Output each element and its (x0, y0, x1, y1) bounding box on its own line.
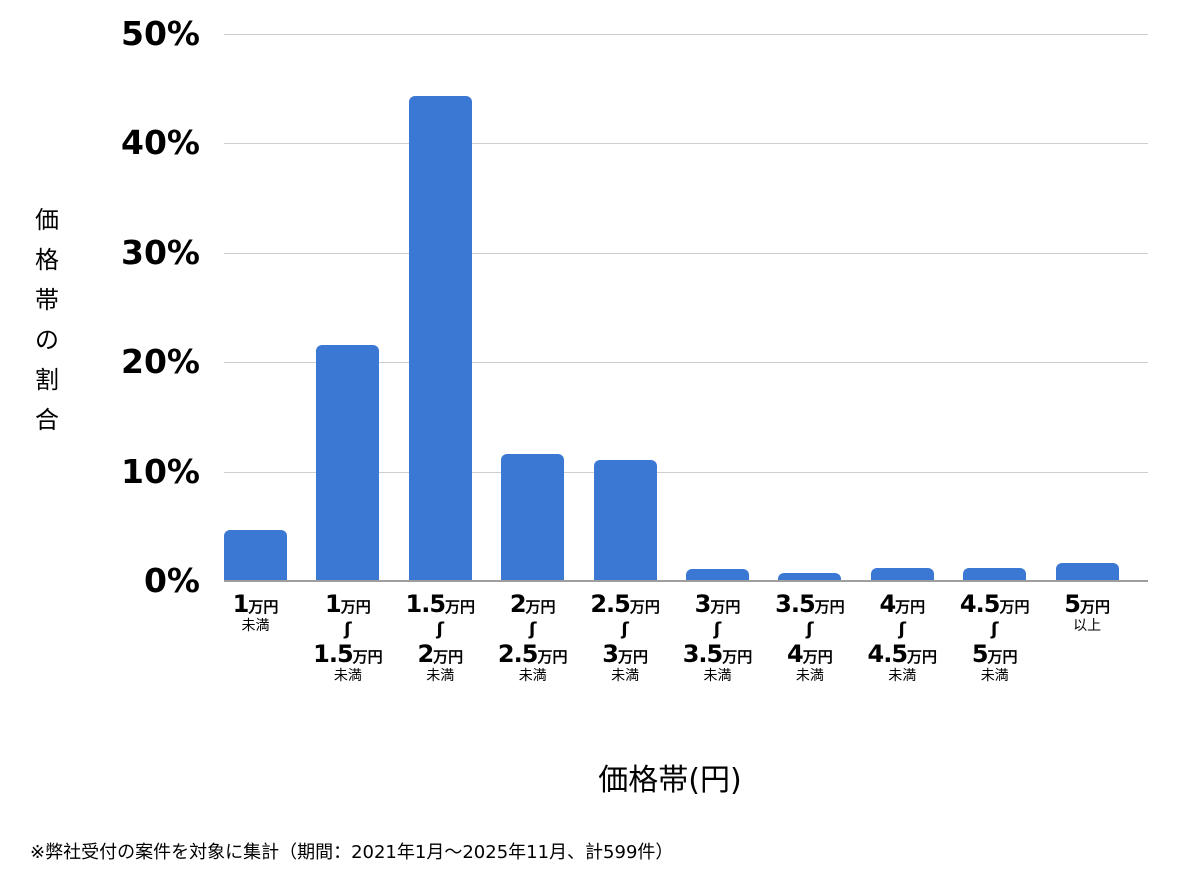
footnote: ※弊社受付の案件を対象に集計（期間：2021年1月～2025年11月、計599件… (30, 842, 674, 863)
y-tick-label: 30% (121, 233, 200, 272)
y-title-char: 格 (35, 246, 59, 274)
y-tick-label: 50% (121, 14, 200, 53)
bar (686, 568, 749, 581)
gridline (224, 362, 1148, 363)
y-axis-title: 価 格 帯 の 割 合 (30, 200, 64, 440)
x-category-label: 1万円 ʃ 1.5万円 未満 (313, 590, 383, 684)
bar (501, 454, 565, 581)
y-tick-label: 0% (143, 561, 200, 600)
x-axis-line (224, 580, 1148, 582)
y-tick-label: 10% (121, 452, 200, 491)
bar (316, 344, 380, 581)
gridline (224, 472, 1148, 473)
x-category-label: 5万円 以上 (1064, 590, 1110, 634)
x-category-label: 4.5万円 ʃ 5万円 未満 (959, 590, 1030, 684)
bar (870, 567, 934, 581)
x-category-label: 2万円 ʃ 2.5万円 未満 (497, 590, 568, 684)
x-category-label: 2.5万円 ʃ 3万円 未満 (590, 590, 660, 684)
x-category-label: 1.5万円 ʃ 2万円 未満 (405, 590, 476, 684)
y-title-char: 割 (35, 366, 59, 394)
x-category-label: 4万円 ʃ 4.5万円 未満 (867, 590, 938, 684)
bar (1055, 563, 1119, 581)
y-title-char: の (35, 326, 59, 354)
bar (408, 96, 472, 581)
x-category-label: 3万円 ʃ 3.5万円 未満 (682, 590, 753, 684)
y-tick-label: 20% (121, 342, 200, 381)
x-axis-title: 価格帯(円) (598, 763, 742, 798)
y-title-char: 帯 (35, 286, 59, 314)
gridline (224, 143, 1148, 144)
y-title-char: 価 (35, 206, 59, 234)
bar (778, 573, 842, 581)
bar (224, 529, 287, 581)
x-category-label: 3.5万円 ʃ 4万円 未満 (775, 590, 845, 684)
gridline (224, 34, 1148, 35)
gridline (224, 253, 1148, 254)
x-category-label: 1万円 未満 (232, 590, 279, 634)
bar (593, 459, 657, 581)
y-tick-label: 40% (121, 123, 200, 162)
bar (963, 567, 1027, 581)
y-title-char: 合 (35, 406, 59, 434)
